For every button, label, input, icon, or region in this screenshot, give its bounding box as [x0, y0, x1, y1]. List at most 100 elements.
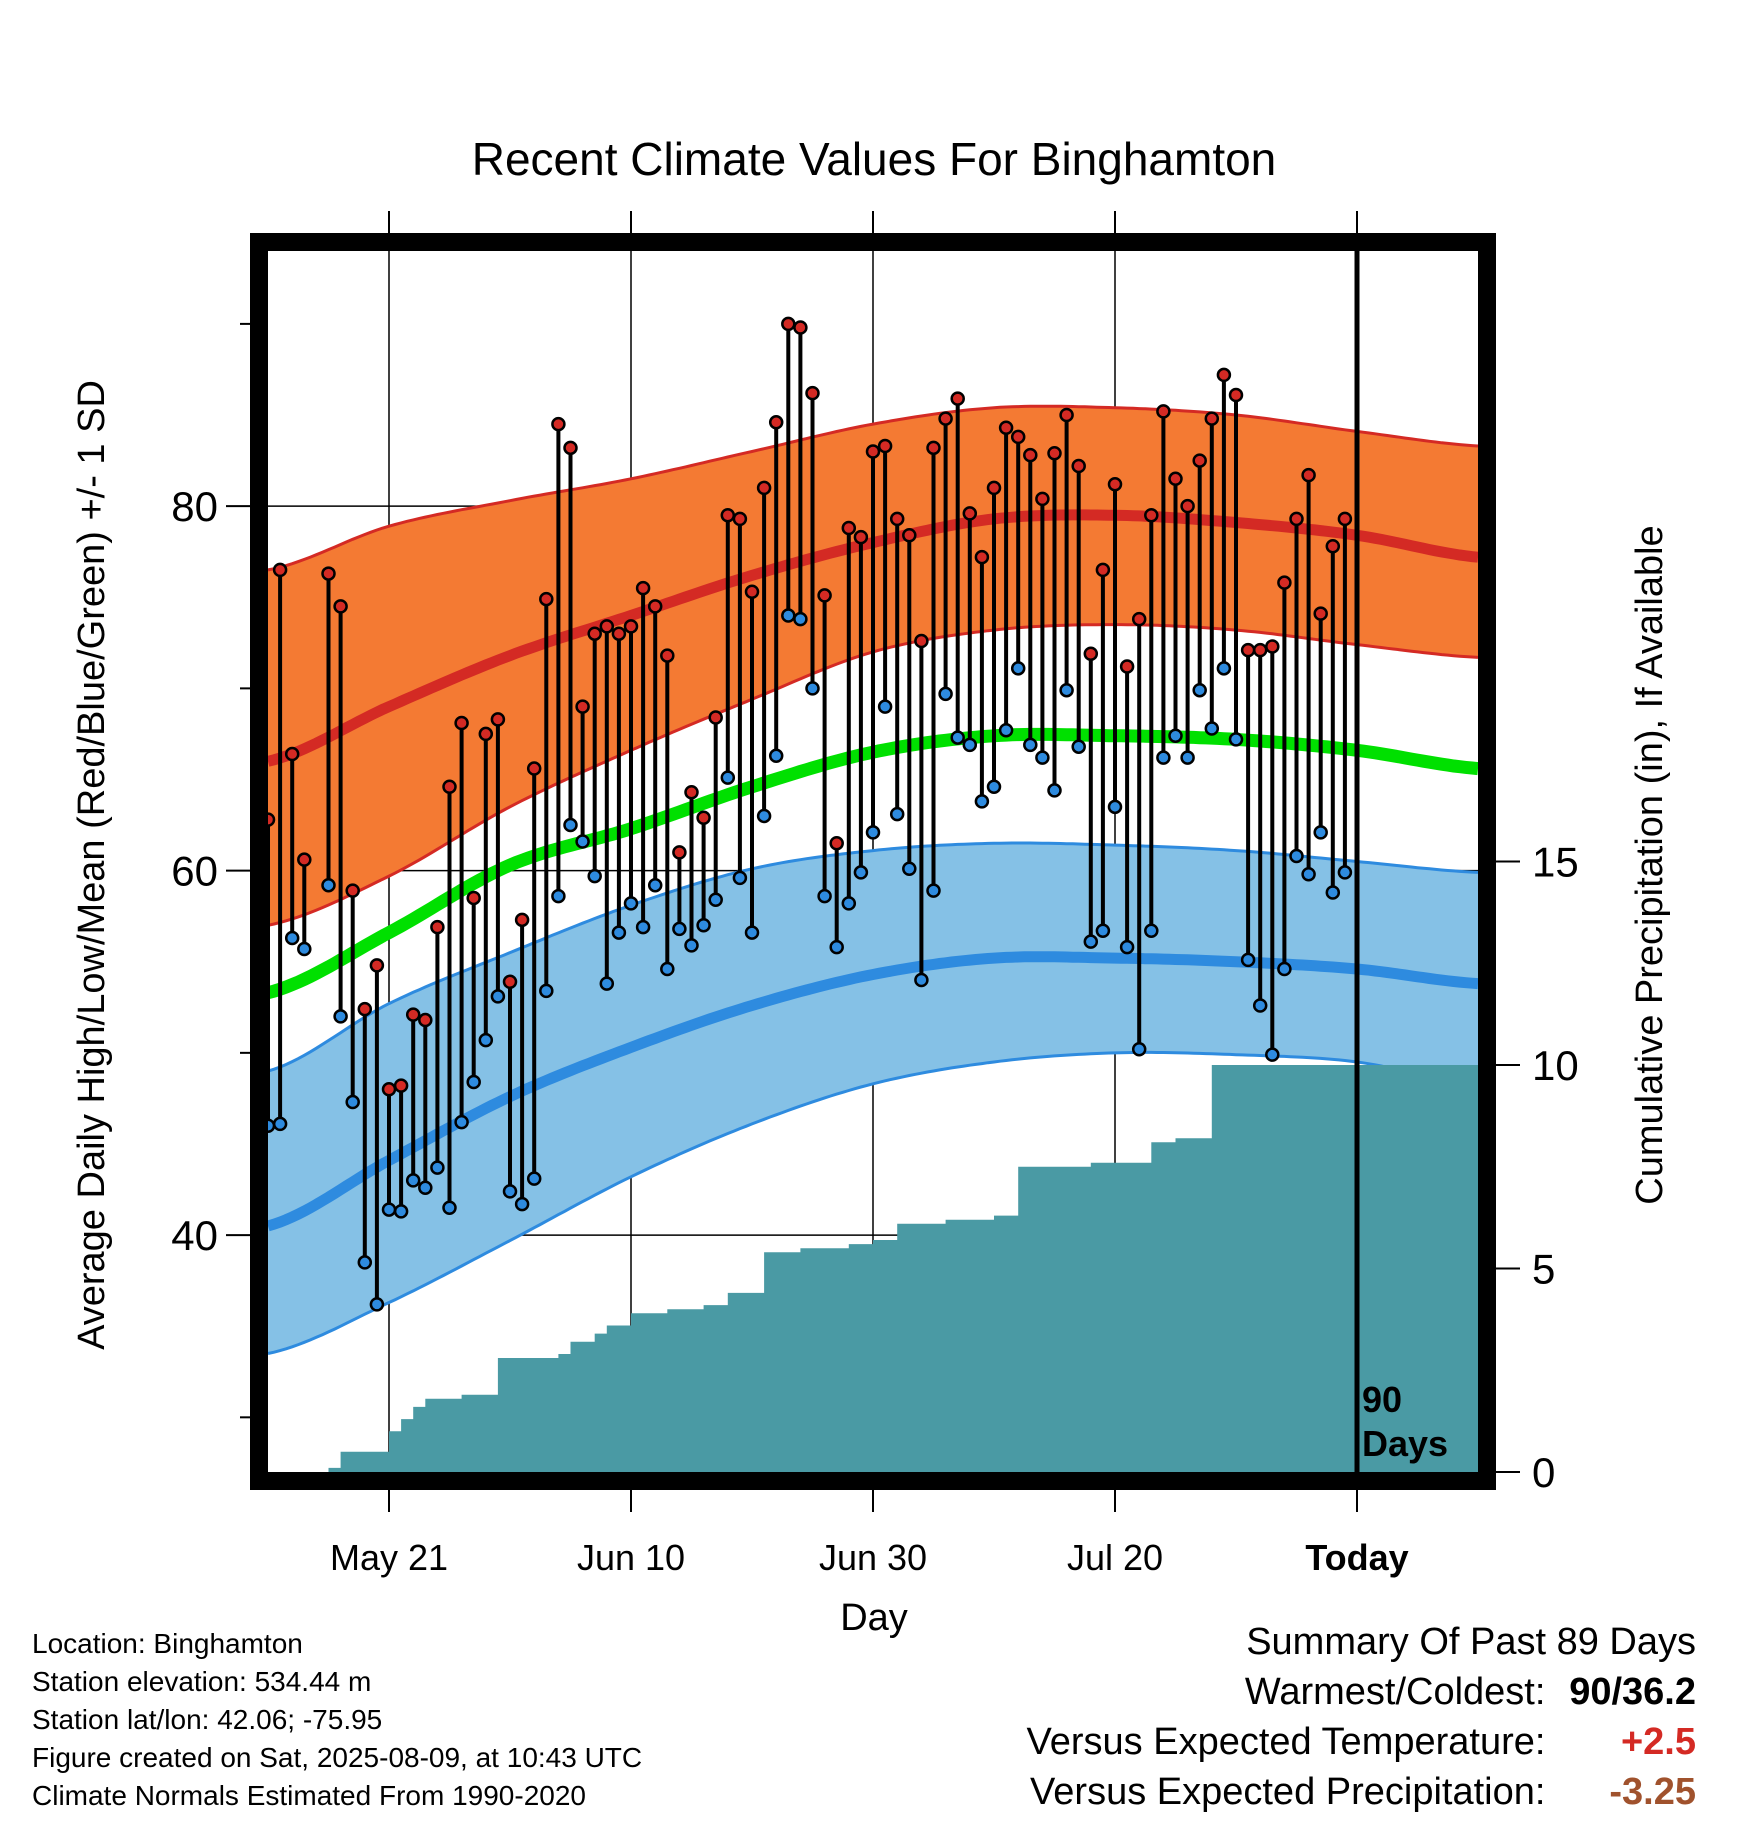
- daily-high-point: [902, 528, 917, 543]
- daily-low-point: [1289, 848, 1304, 864]
- location-text: Location: Binghamton: [32, 1628, 303, 1659]
- daily-high-point: [889, 511, 905, 527]
- daily-low-point: [853, 865, 869, 880]
- daily-low-point: [1010, 661, 1026, 676]
- x-axis-title: Day: [840, 1597, 908, 1639]
- daily-high-point: [514, 912, 530, 928]
- daily-low-point: [914, 972, 929, 988]
- daily-high-point: [938, 411, 953, 426]
- daily-low-point: [1204, 721, 1220, 736]
- daily-high-point: [454, 715, 469, 731]
- low-sd-band: [268, 843, 1478, 1354]
- daily-low-point: [405, 1173, 421, 1188]
- daily-high-point: [805, 385, 820, 401]
- daily-low-point: [720, 770, 736, 785]
- daily-low-point: [1071, 739, 1086, 754]
- daily-high-point: [1301, 467, 1316, 483]
- daily-low-point: [744, 925, 760, 940]
- daily-low-point: [369, 1297, 385, 1312]
- daily-low-point: [1047, 783, 1062, 798]
- daily-high-point: [321, 566, 336, 581]
- daily-high-point: [1119, 659, 1135, 674]
- daily-high-point: [623, 619, 639, 634]
- x-tick-label: Jul 20: [1067, 1537, 1163, 1578]
- daily-low-point: [684, 938, 699, 953]
- daily-low-point: [1156, 750, 1171, 765]
- daily-high-point: [647, 599, 663, 614]
- daily-high-point: [502, 974, 518, 990]
- daily-low-point: [430, 1160, 445, 1175]
- daily-high-point: [732, 511, 748, 527]
- daily-high-point: [841, 520, 857, 536]
- daily-low-point: [1059, 682, 1074, 698]
- daily-low-point: [756, 808, 772, 824]
- daily-low-point: [708, 892, 723, 908]
- daily-low-point: [805, 681, 820, 696]
- daily-high-point: [526, 761, 542, 776]
- daily-low-point: [877, 699, 893, 714]
- daily-low-point: [321, 877, 336, 893]
- elevation-text: Station elevation: 534.44 m: [32, 1666, 372, 1697]
- daily-high-point: [551, 416, 566, 432]
- daily-low-point: [1095, 923, 1111, 939]
- x-tick-label: May 21: [330, 1537, 448, 1578]
- daily-high-point: [950, 391, 965, 406]
- warmest-value: 90/36.2: [1569, 1671, 1696, 1713]
- daily-high-point: [393, 1078, 409, 1093]
- daily-high-point: [974, 549, 990, 565]
- precip-value: -3.25: [1609, 1771, 1696, 1813]
- daily-low-point: [889, 806, 905, 822]
- daily-high-point: [1156, 404, 1171, 419]
- daily-high-point: [1107, 477, 1123, 492]
- created-text: Figure created on Sat, 2025-08-09, at 10…: [32, 1742, 643, 1773]
- daily-low-point: [938, 686, 953, 702]
- y-left-tick-label: 60: [171, 848, 218, 895]
- x-tick-label: Today: [1305, 1537, 1408, 1578]
- daily-low-point: [1107, 799, 1123, 815]
- daily-low-point: [817, 888, 832, 904]
- daily-high-point: [877, 438, 893, 454]
- daily-low-point: [551, 888, 566, 904]
- daily-low-point: [1035, 750, 1050, 765]
- daily-high-point: [1337, 511, 1353, 527]
- daily-high-point: [1095, 562, 1111, 578]
- daily-low-point: [696, 918, 711, 933]
- daily-high-point: [1265, 639, 1280, 654]
- precipitation-area: [328, 1065, 1478, 1472]
- daily-high-point: [1216, 367, 1232, 383]
- daily-high-point: [672, 845, 687, 860]
- daily-low-point: [635, 919, 651, 935]
- today-days-label: Days: [1362, 1423, 1448, 1464]
- daily-low-point: [1325, 885, 1341, 900]
- daily-low-point: [466, 1074, 481, 1090]
- daily-high-point: [587, 626, 602, 641]
- high-sd-band-upper-edge: [267, 404, 1479, 572]
- warmest-label: Warmest/Coldest:: [1244, 1671, 1546, 1713]
- daily-low-point: [1337, 865, 1353, 880]
- daily-low-point: [418, 1180, 433, 1195]
- latlon-text: Station lat/lon: 42.06; -75.95: [32, 1704, 383, 1735]
- today-days-label: 90: [1362, 1379, 1402, 1420]
- y-left-tick-label: 40: [171, 1212, 218, 1259]
- daily-low-point: [647, 877, 663, 893]
- daily-high-point: [1035, 491, 1050, 507]
- daily-low-point: [539, 983, 554, 999]
- daily-low-point: [526, 1171, 542, 1186]
- daily-high-point: [1023, 447, 1038, 463]
- daily-low-point: [381, 1202, 397, 1217]
- daily-low-point: [563, 817, 578, 833]
- daily-high-point: [708, 710, 723, 725]
- daily-high-point: [478, 726, 494, 742]
- x-tick-label: Jun 10: [577, 1537, 685, 1578]
- daily-low-point: [1301, 867, 1316, 882]
- daily-low-point: [1240, 952, 1256, 968]
- daily-high-point: [853, 529, 869, 545]
- daily-low-point: [926, 883, 941, 898]
- daily-low-point: [672, 921, 687, 937]
- daily-high-point: [272, 562, 288, 578]
- daily-high-point: [1313, 606, 1328, 621]
- daily-low-point: [865, 825, 881, 840]
- daily-low-point: [297, 941, 312, 957]
- daily-high-point: [442, 779, 457, 795]
- daily-high-point: [926, 440, 941, 456]
